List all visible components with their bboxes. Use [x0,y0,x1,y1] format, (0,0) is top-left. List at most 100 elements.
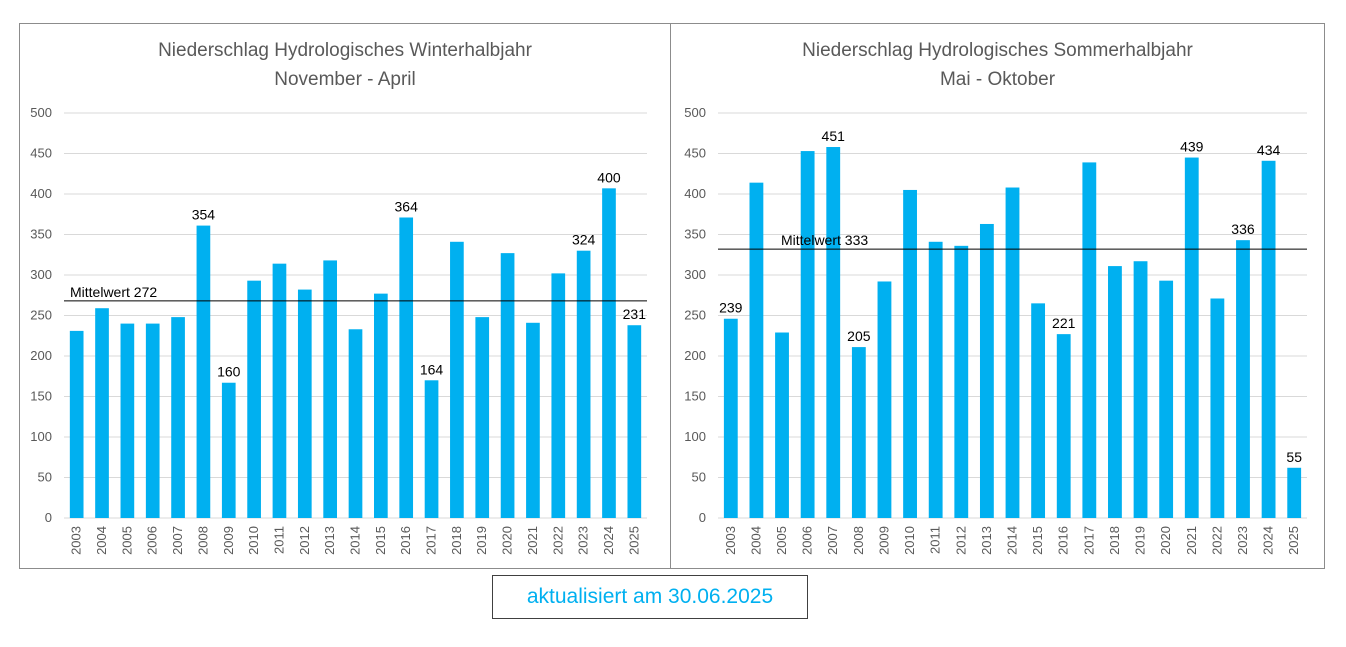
winter-data-label: 231 [623,306,647,322]
winter-xtick-label: 2012 [297,526,312,555]
winter-xtick-label: 2007 [170,526,185,555]
summer-mean-label: Mittelwert 333 [781,232,868,248]
summer-bar [1159,280,1174,518]
summer-bar [979,223,994,518]
winter-xtick-label: 2020 [500,526,515,555]
winter-xtick-label: 2023 [576,526,591,555]
summer-xtick-label: 2008 [851,526,866,555]
summer-bar [749,182,764,518]
winter-bar [323,260,337,518]
winter-ytick-label: 0 [45,510,52,525]
winter-bar [145,323,160,518]
summer-bar [1236,240,1250,519]
winter-ytick-label: 100 [30,429,52,444]
summer-ytick-label: 250 [684,308,706,323]
winter-xtick-label: 2009 [221,526,236,555]
summer-bar [851,347,866,518]
summer-ytick-label: 500 [684,105,706,120]
summer-xtick-label: 2007 [825,526,840,555]
winter-bar [272,263,287,518]
winter-ytick-label: 400 [30,186,52,201]
summer-xtick-label: 2024 [1261,526,1276,555]
summer-bar [775,332,789,518]
summer-xtick-label: 2022 [1209,526,1224,555]
winter-bar [627,325,642,518]
summer-bar [903,189,917,518]
summer-xtick-label: 2021 [1184,526,1199,555]
summer-chart-panel: Niederschlag Hydrologisches Sommerhalbja… [670,23,1325,569]
winter-bar [551,273,566,518]
winter-xtick-label: 2013 [322,526,337,555]
winter-xtick-label: 2006 [145,526,160,555]
winter-ytick-label: 150 [30,389,52,404]
summer-chart-title: Niederschlag Hydrologisches Sommerhalbja… [671,36,1324,94]
winter-xtick-label: 2024 [601,526,616,555]
summer-bar [928,241,943,519]
winter-data-label: 400 [597,169,621,185]
winter-bar [297,289,312,518]
summer-xtick-label: 2013 [979,526,994,555]
summer-xtick-label: 2025 [1286,526,1301,555]
summer-xtick-label: 2003 [723,526,738,555]
summer-data-label: 451 [822,128,846,144]
winter-xtick-label: 2017 [424,526,439,555]
summer-data-label: 439 [1180,139,1204,155]
winter-chart-title: Niederschlag Hydrologisches Winterhalbja… [20,36,670,94]
summer-bar [1133,261,1148,518]
winter-xtick-label: 2008 [195,526,210,555]
summer-ytick-label: 450 [684,146,706,161]
summer-xtick-label: 2009 [876,526,891,555]
summer-bar [1108,266,1122,518]
summer-bar [954,245,969,518]
summer-bar [723,318,738,518]
winter-ytick-label: 500 [30,105,52,120]
summer-ytick-label: 200 [684,348,706,363]
winter-chart-title-text: Niederschlag Hydrologisches Winterhalbja… [158,40,532,61]
winter-data-label: 160 [217,364,241,380]
winter-bar [374,293,388,518]
summer-xtick-label: 2006 [800,526,815,555]
summer-bar [800,151,815,518]
winter-bar [69,330,84,518]
summer-xtick-label: 2016 [1056,526,1071,555]
summer-xtick-label: 2005 [774,526,789,555]
winter-chart-panel: Niederschlag Hydrologisches Winterhalbja… [19,23,671,569]
winter-bar [424,380,439,518]
winter-data-label: 364 [395,198,419,214]
winter-ytick-label: 450 [30,146,52,161]
summer-ytick-label: 300 [684,267,706,282]
winter-ytick-label: 50 [38,470,52,485]
winter-data-label: 354 [192,207,216,223]
winter-xtick-label: 2004 [94,526,109,555]
winter-xtick-label: 2022 [550,526,565,555]
summer-data-label: 221 [1052,315,1076,331]
winter-bar [120,323,135,518]
winter-bar [500,253,515,518]
winter-bar [221,382,236,518]
summer-ytick-label: 0 [699,510,706,525]
summer-xtick-label: 2019 [1133,526,1148,555]
winter-xtick-label: 2025 [626,526,641,555]
summer-xtick-label: 2011 [928,526,943,554]
summer-bar [877,281,892,518]
winter-bar [348,329,363,518]
winter-mean-label: Mittelwert 272 [70,284,157,300]
summer-xtick-label: 2023 [1235,526,1250,555]
summer-bar [1287,467,1302,518]
summer-ytick-label: 350 [684,227,706,242]
summer-ytick-label: 150 [684,389,706,404]
winter-xtick-label: 2011 [271,526,286,554]
summer-chart-title-text: Niederschlag Hydrologisches Sommerhalbja… [802,40,1193,61]
winter-xtick-label: 2016 [398,526,413,555]
winter-bar [576,250,591,518]
winter-ytick-label: 300 [30,267,52,282]
winter-xtick-label: 2003 [69,526,84,555]
winter-data-label: 164 [420,361,444,377]
summer-ytick-label: 100 [684,429,706,444]
winter-ytick-label: 350 [30,227,52,242]
summer-xtick-label: 2020 [1158,526,1173,555]
summer-bar [1261,160,1276,519]
summer-chart-subtitle: Mai - Oktober [939,69,1056,90]
summer-xtick-label: 2018 [1107,526,1122,555]
winter-bar [171,317,185,518]
